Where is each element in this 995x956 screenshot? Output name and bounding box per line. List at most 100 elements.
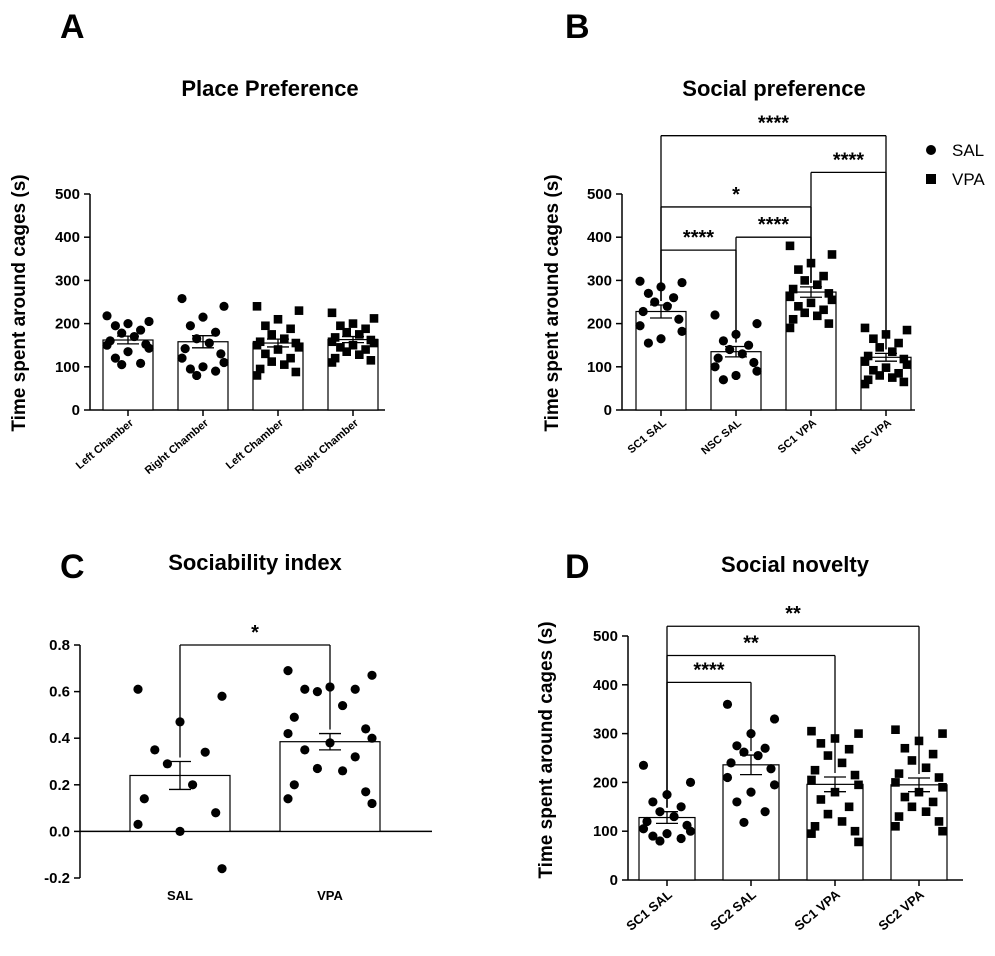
data-point <box>824 319 834 328</box>
data-point <box>123 319 133 329</box>
data-point <box>731 370 741 381</box>
data-point <box>938 729 947 738</box>
data-point <box>635 276 645 286</box>
data-point <box>760 743 770 753</box>
y-tick-label: 0 <box>610 872 618 889</box>
data-point <box>785 323 795 333</box>
data-point <box>252 340 262 350</box>
data-point <box>366 356 376 365</box>
data-point <box>934 773 944 782</box>
data-point <box>785 241 795 251</box>
significance-label: **** <box>693 659 724 681</box>
data-point <box>286 324 295 334</box>
y-tick-label: 100 <box>593 823 618 840</box>
data-point <box>794 265 803 274</box>
y-tick-label: 300 <box>55 272 80 289</box>
data-point <box>713 353 723 363</box>
data-point <box>850 826 860 836</box>
data-point <box>726 758 736 768</box>
data-point <box>150 745 160 755</box>
data-point <box>928 797 938 807</box>
data-point <box>850 770 860 780</box>
data-point <box>676 833 686 844</box>
legend-label-vpa: VPA <box>952 170 985 189</box>
data-point <box>175 826 185 837</box>
legend-label-sal: SAL <box>952 141 984 160</box>
data-point <box>894 368 903 378</box>
data-point <box>816 739 826 748</box>
y-tick-label: 0.2 <box>49 777 70 794</box>
data-point <box>807 726 816 736</box>
data-point <box>638 760 649 770</box>
data-point <box>656 334 666 344</box>
data-point <box>788 284 798 294</box>
data-point <box>685 826 696 836</box>
data-point <box>348 319 358 328</box>
data-point <box>899 354 909 364</box>
data-point <box>219 301 229 311</box>
data-point <box>327 337 337 347</box>
data-point <box>863 351 873 361</box>
data-point <box>338 700 348 711</box>
data-point <box>760 807 770 817</box>
data-point <box>350 684 360 694</box>
data-point <box>900 743 910 753</box>
data-point <box>255 364 265 374</box>
data-point <box>211 808 221 818</box>
x-tick-label: SC1 SAL <box>623 887 675 934</box>
bar <box>635 310 687 411</box>
significance-label: ** <box>785 603 801 625</box>
data-point <box>769 714 780 724</box>
panel-a-title: Place Preference <box>181 76 358 101</box>
data-point <box>888 373 897 382</box>
data-point <box>921 807 931 816</box>
data-point <box>342 347 351 356</box>
data-point <box>219 357 229 368</box>
y-tick-label: -0.2 <box>44 870 70 887</box>
data-point <box>635 321 645 331</box>
data-point <box>350 752 360 762</box>
data-point <box>638 824 649 834</box>
data-point <box>336 343 345 352</box>
data-point <box>875 371 884 380</box>
panel-a-y-axis-label: Time spent around cages (s) <box>9 174 30 431</box>
data-point <box>837 758 847 768</box>
data-point <box>136 325 146 335</box>
data-point <box>367 733 377 743</box>
data-point <box>710 310 720 320</box>
panel-d-y-axis-label: Time spent around cages (s) <box>536 621 557 878</box>
data-point <box>204 338 214 348</box>
y-tick-label: 400 <box>55 229 80 246</box>
data-point <box>283 728 293 739</box>
data-point <box>752 366 762 376</box>
data-point <box>177 353 187 363</box>
data-point <box>123 347 133 357</box>
legend-marker-circle <box>926 145 936 155</box>
data-point <box>367 798 377 809</box>
data-point <box>102 311 112 321</box>
data-point <box>827 250 837 259</box>
data-point <box>860 379 870 389</box>
data-point <box>744 340 754 350</box>
data-point <box>261 349 270 359</box>
panel-c-title: Sociability index <box>168 550 342 575</box>
data-point <box>327 358 337 367</box>
data-point <box>643 338 654 348</box>
data-point <box>642 816 652 827</box>
data-point <box>211 327 221 337</box>
data-point <box>294 343 304 352</box>
data-point <box>819 305 828 315</box>
data-point <box>907 802 917 812</box>
data-point <box>837 817 847 826</box>
data-point <box>273 314 283 324</box>
data-point <box>844 802 854 812</box>
data-point <box>816 795 826 804</box>
data-point <box>819 271 828 281</box>
data-point <box>807 829 816 838</box>
data-point <box>674 314 684 324</box>
data-point <box>891 778 900 787</box>
data-point <box>749 357 759 368</box>
data-point <box>192 370 202 381</box>
significance-label: * <box>732 184 740 206</box>
data-point <box>300 684 310 694</box>
